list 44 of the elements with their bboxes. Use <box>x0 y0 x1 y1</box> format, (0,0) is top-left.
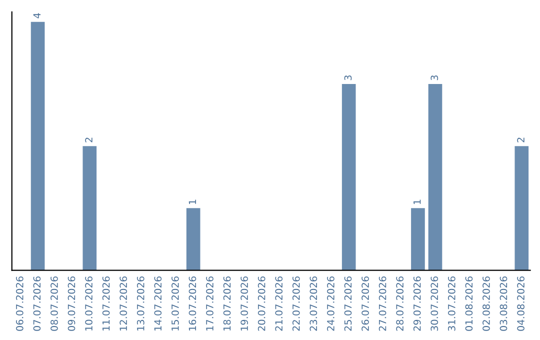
x-tick-label: 12.07.2026 <box>120 276 128 330</box>
x-tick-label: 21.07.2026 <box>275 276 283 331</box>
data-label: 4 <box>33 13 40 18</box>
x-tick-label: 27.07.2026 <box>378 276 386 331</box>
bar <box>514 146 529 270</box>
x-tick-label: 22.07.2026 <box>292 276 300 331</box>
x-tick-label: 09.07.2026 <box>68 276 76 331</box>
data-label: 3 <box>430 75 438 80</box>
x-tick-label: 17.07.2026 <box>206 276 214 330</box>
x-tick-label: 03.08.2026 <box>500 276 508 331</box>
data-label: 3 <box>344 75 352 80</box>
x-tick-label: 18.07.2026 <box>223 276 231 330</box>
x-tick-label: 31.07.2026 <box>448 276 456 331</box>
bar <box>342 84 356 270</box>
data-label: 1 <box>188 200 196 204</box>
x-tick-label: 15.07.2026 <box>172 276 179 330</box>
x-tick-label: 24.07.2026 <box>327 276 334 331</box>
data-label: 2 <box>517 138 524 142</box>
x-tick-label: 11.07.2026 <box>102 276 110 330</box>
bar <box>411 208 425 270</box>
x-tick-label: 04.08.2026 <box>517 276 524 331</box>
bar <box>30 22 45 270</box>
bar <box>428 84 442 270</box>
x-tick-label: 23.07.2026 <box>310 276 318 331</box>
x-tick-label: 20.07.2026 <box>258 276 266 331</box>
x-tick-label: 07.07.2026 <box>33 276 41 331</box>
x-tick-label: 30.07.2026 <box>430 276 438 331</box>
x-tick-label: 25.07.2026 <box>344 276 352 331</box>
x-tick-label: 01.08.2026 <box>465 276 473 331</box>
x-tick-label: 14.07.2026 <box>154 276 162 330</box>
x-tick-label: 29.07.2026 <box>413 276 421 331</box>
x-tick-label: 19.07.2026 <box>240 276 248 330</box>
x-tick-label: 02.08.2026 <box>482 276 490 331</box>
x-tick-label: 10.07.2026 <box>85 276 92 330</box>
x-tick-label: 26.07.2026 <box>362 276 369 331</box>
x-tick-label: 16.07.2026 <box>188 276 196 330</box>
data-label: 1 <box>414 200 421 204</box>
x-tick-label: 13.07.2026 <box>136 276 144 330</box>
bar <box>186 208 200 270</box>
x-tick-label: 06.07.2026 <box>16 276 24 331</box>
x-tick-label: 28.07.2026 <box>396 276 404 331</box>
data-label: 2 <box>85 138 92 142</box>
x-tick-label: 08.07.2026 <box>50 276 58 331</box>
bar <box>82 146 97 270</box>
